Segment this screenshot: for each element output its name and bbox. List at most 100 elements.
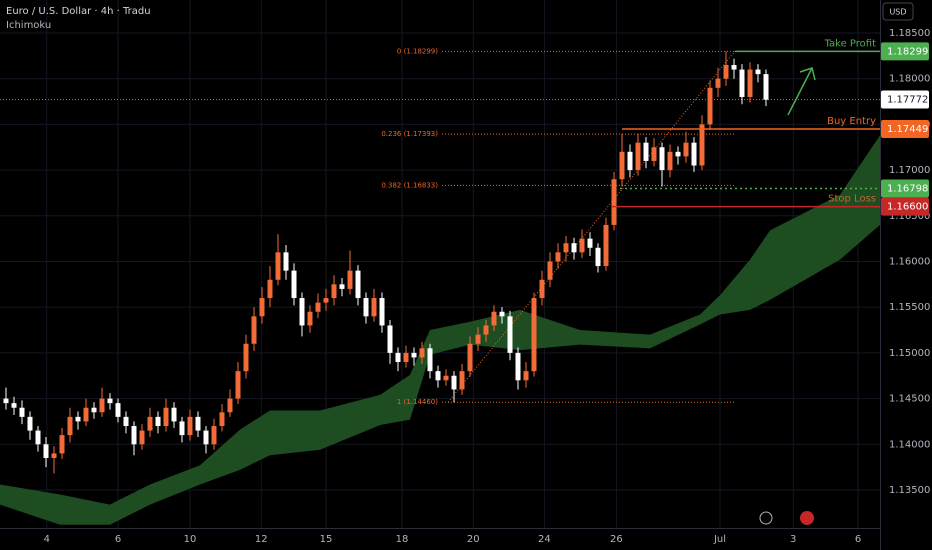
fib-label: 0.382 (1.16833) bbox=[381, 181, 438, 189]
candle-body bbox=[763, 74, 769, 100]
x-tick-label: 20 bbox=[467, 534, 480, 545]
candle-body bbox=[147, 416, 153, 431]
candle-body bbox=[491, 311, 497, 326]
y-tick-label: 1.18000 bbox=[889, 74, 930, 85]
fib-label: 0.236 (1.17393) bbox=[381, 130, 438, 138]
candle-body bbox=[131, 426, 137, 445]
fib-trend bbox=[447, 51, 736, 403]
candle-body bbox=[283, 252, 289, 271]
candle-body bbox=[355, 270, 361, 299]
x-tick-label: 12 bbox=[255, 534, 268, 545]
candle-body bbox=[435, 371, 441, 381]
candle-body bbox=[651, 147, 657, 161]
y-tick-label: 1.16000 bbox=[889, 256, 930, 267]
candle-body bbox=[483, 325, 489, 335]
candle-body bbox=[43, 444, 49, 458]
price-tag-label: 1.16600 bbox=[887, 202, 928, 213]
candle-body bbox=[555, 252, 561, 262]
y-tick-label: 1.15500 bbox=[889, 302, 930, 313]
candle-body bbox=[371, 298, 377, 317]
candle-body bbox=[219, 412, 225, 427]
price-tag bbox=[881, 120, 929, 139]
candle-body bbox=[187, 416, 193, 436]
candle-body bbox=[539, 279, 545, 299]
candle-body bbox=[243, 343, 249, 372]
x-tick-label: 15 bbox=[320, 534, 333, 545]
candle-body bbox=[379, 298, 385, 326]
x-tick-label: Jul bbox=[713, 534, 726, 545]
candle-body bbox=[299, 298, 305, 326]
candle-body bbox=[211, 426, 217, 445]
candle-body bbox=[291, 270, 297, 299]
candle-body bbox=[723, 64, 729, 79]
candle-body bbox=[451, 375, 457, 390]
candle-body bbox=[251, 316, 257, 344]
candle-body bbox=[659, 147, 665, 171]
candle-body bbox=[403, 352, 409, 363]
x-tick-label: 4 bbox=[44, 534, 50, 545]
candle-body bbox=[307, 311, 313, 326]
candle-body bbox=[195, 416, 201, 431]
candle-body bbox=[443, 375, 449, 381]
candle-body bbox=[475, 334, 481, 344]
candle-body bbox=[339, 284, 345, 289]
candle-body bbox=[427, 348, 433, 372]
x-tick-label: 6 bbox=[115, 534, 121, 545]
candle-body bbox=[603, 224, 609, 267]
candle-body bbox=[99, 398, 105, 413]
candle-body bbox=[331, 284, 337, 299]
symbol-title: Euro / U.S. Dollar · 4h · Tradu bbox=[6, 6, 151, 17]
candle-body bbox=[707, 87, 713, 125]
currency-box[interactable] bbox=[882, 2, 914, 21]
event-icon[interactable] bbox=[759, 511, 773, 525]
level-name: Take Profit bbox=[824, 38, 877, 49]
candle-body bbox=[35, 430, 41, 445]
candle-body bbox=[123, 416, 129, 427]
candle-body bbox=[531, 298, 537, 372]
candle-body bbox=[459, 371, 465, 390]
candle-body bbox=[347, 270, 353, 289]
candle-body bbox=[747, 69, 753, 97]
candle-body bbox=[547, 261, 553, 280]
y-tick-label: 1.18500 bbox=[889, 28, 930, 39]
x-tick-label: 3 bbox=[790, 534, 796, 545]
x-tick-label: 26 bbox=[610, 534, 623, 545]
x-tick-label: 10 bbox=[184, 534, 197, 545]
candle-body bbox=[83, 407, 89, 422]
candle-body bbox=[595, 247, 601, 267]
price-tag bbox=[881, 42, 929, 61]
candle-body bbox=[699, 124, 705, 166]
y-tick-label: 1.13500 bbox=[889, 485, 930, 496]
up-arrow bbox=[787, 67, 816, 116]
candle-body bbox=[467, 343, 473, 372]
currency[interactable]: USD bbox=[889, 8, 906, 17]
candle-body bbox=[675, 151, 681, 157]
candle-body bbox=[51, 453, 57, 458]
candle-body bbox=[67, 416, 73, 436]
price-tag-label: 1.18299 bbox=[887, 46, 928, 57]
fib-label: 0 (1.18299) bbox=[397, 47, 438, 55]
y-tick-label: 1.14500 bbox=[889, 394, 930, 405]
candle-body bbox=[579, 238, 585, 253]
y-tick-label: 1.14000 bbox=[889, 439, 930, 450]
candle-body bbox=[107, 398, 113, 404]
plot: 0 (1.18299) 0.236 (1.17393) 0.382 (1.16833… bbox=[0, 47, 880, 525]
candle-body bbox=[563, 243, 569, 253]
y-tick-label: 1.15000 bbox=[889, 348, 930, 359]
candle-body bbox=[731, 64, 737, 70]
candle-body bbox=[499, 311, 505, 317]
candle-body bbox=[683, 142, 689, 157]
candle-body bbox=[411, 352, 417, 358]
candle-body bbox=[619, 151, 625, 180]
candle-body bbox=[635, 142, 641, 171]
candle-body bbox=[755, 69, 761, 75]
price-tag bbox=[881, 197, 929, 216]
candle-body bbox=[3, 398, 9, 404]
candle-body bbox=[11, 403, 17, 408]
candle-body bbox=[259, 298, 265, 317]
candle-body bbox=[363, 298, 369, 317]
flag-icon[interactable] bbox=[800, 511, 814, 525]
candle-body bbox=[419, 348, 425, 358]
price-tag-label: 1.17772 bbox=[887, 95, 928, 106]
candle-body bbox=[275, 252, 281, 280]
